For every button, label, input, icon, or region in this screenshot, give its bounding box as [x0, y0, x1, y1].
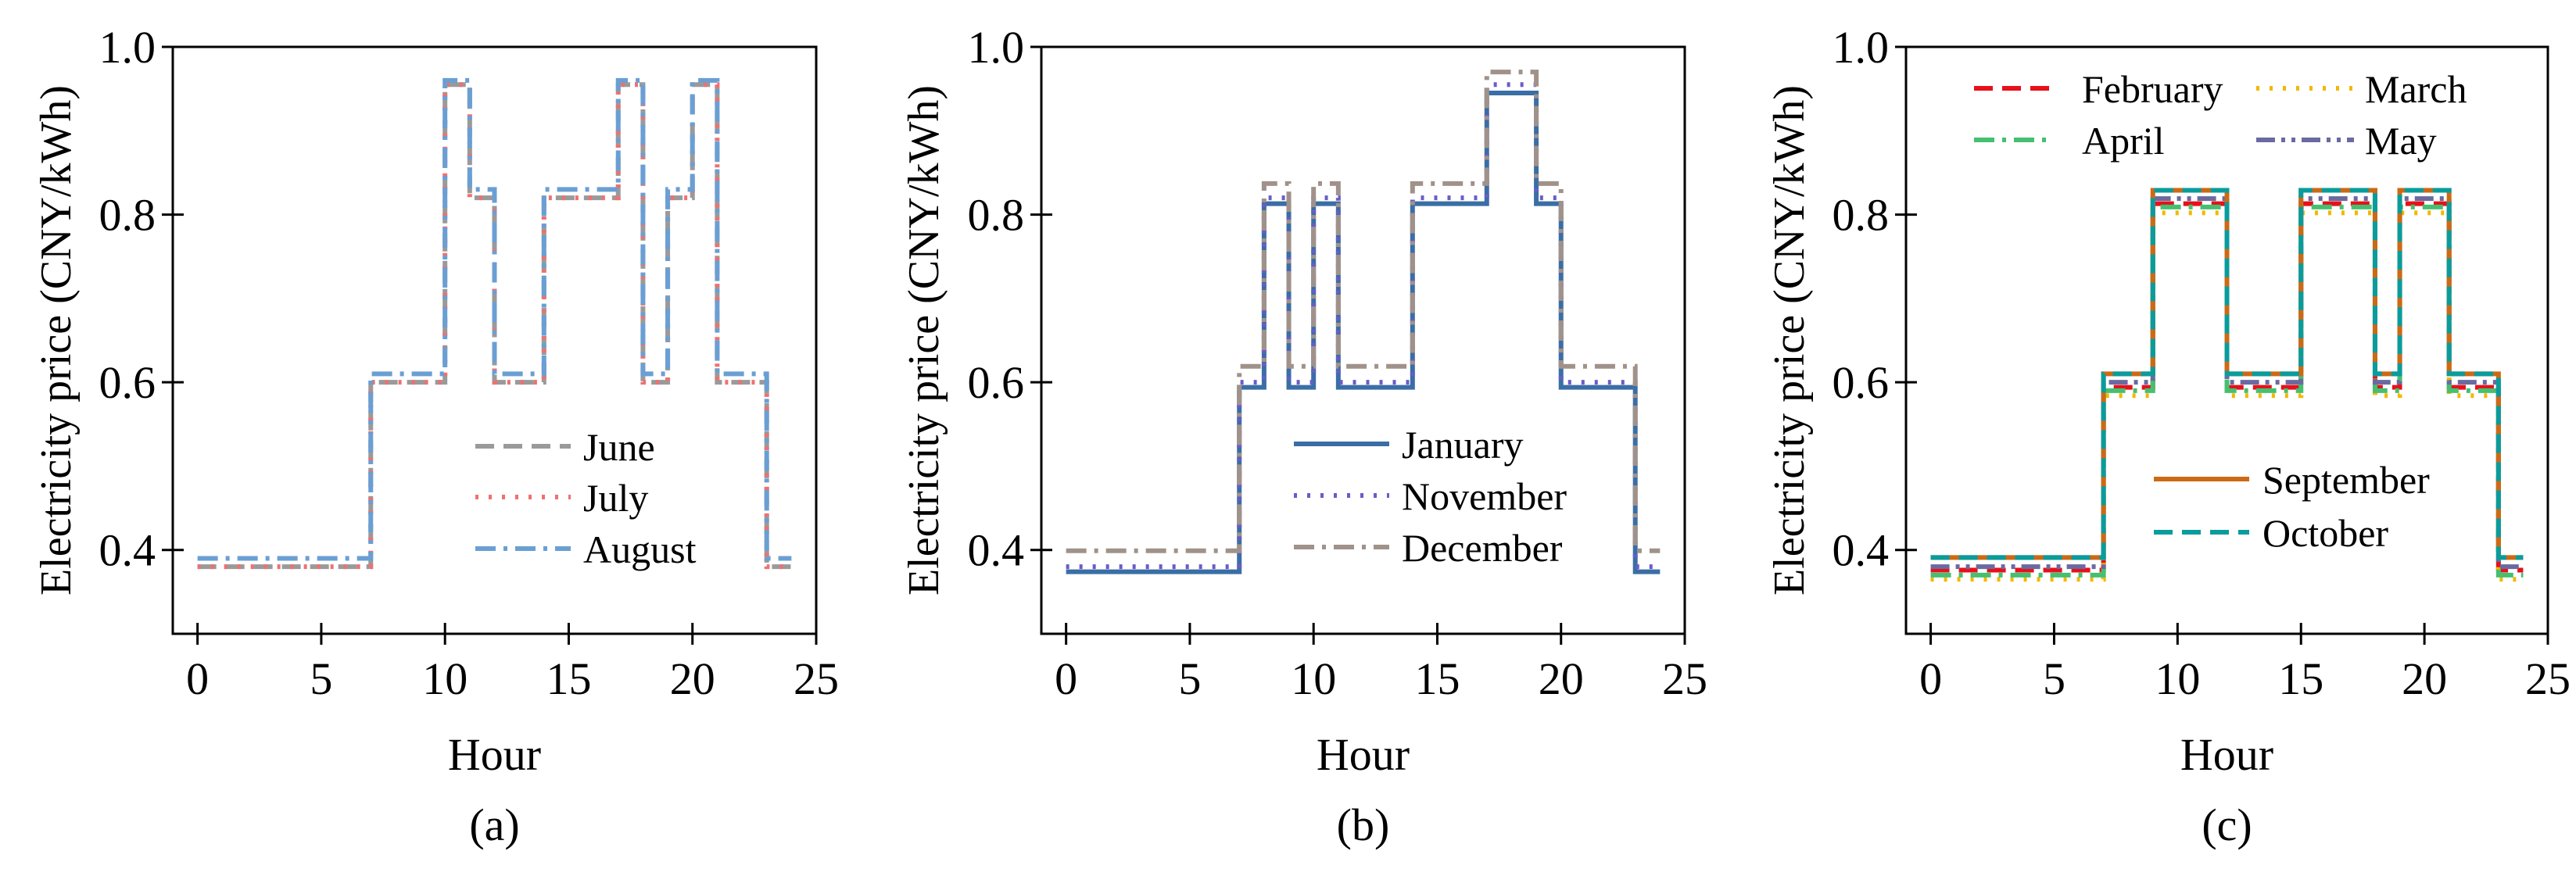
- panel-caption: (b): [1337, 799, 1390, 850]
- legend: September October: [2154, 458, 2430, 555]
- series-line-june: [197, 82, 792, 570]
- y-axis-label: Electricity price (CNY/kWh): [32, 85, 81, 596]
- x-tick-label: 20: [670, 653, 715, 704]
- legend-label-july: July: [583, 476, 648, 520]
- legend: March May: [2256, 67, 2467, 163]
- series-line-december: [1066, 70, 1661, 553]
- y-tick-label: 0.6: [1833, 357, 1890, 408]
- y-tick-label: 0.8: [1833, 190, 1890, 241]
- x-tick-label: 20: [2402, 653, 2447, 704]
- x-tick-label: 5: [1178, 653, 1201, 704]
- panel-caption: (a): [469, 799, 519, 850]
- legend-label-january: January: [1402, 423, 1524, 467]
- legend-label-august: August: [583, 528, 697, 571]
- legend: June July August: [475, 425, 697, 571]
- series-line-february: [1930, 201, 2524, 573]
- x-axis-label: Hour: [448, 729, 541, 780]
- x-tick-label: 25: [794, 653, 839, 704]
- series-line-october: [1930, 188, 2524, 560]
- chart-panel-b: 0 5 10 15 20 25 0.4 0.6 0.8 1.0 Hour Electricity pr…: [900, 22, 1707, 850]
- y-axis-label: Electricity price (CNY/kWh): [900, 85, 948, 596]
- x-tick-label: 25: [1662, 653, 1707, 704]
- legend-label-november: November: [1402, 474, 1567, 518]
- x-axis-label: Hour: [2180, 729, 2273, 780]
- y-tick-label: 0.6: [99, 357, 156, 408]
- y-tick-label: 0.4: [1833, 525, 1890, 576]
- series-line-august: [197, 77, 792, 561]
- plot-frame: [171, 45, 818, 635]
- legend-label-june: June: [583, 425, 655, 469]
- x-tick-label: 15: [546, 653, 591, 704]
- legend-label-february: February: [2082, 67, 2223, 111]
- chart-panel-c: 0 5 10 15 20 25 0.4 0.6 0.8 1.0 Hour Electricity pr…: [1765, 22, 2571, 850]
- x-tick-label: 15: [1414, 653, 1460, 704]
- legend-label-march: March: [2365, 67, 2467, 111]
- series-line-april: [1930, 204, 2524, 578]
- y-tick-label: 1.0: [968, 22, 1025, 73]
- legend-label-september: September: [2263, 458, 2430, 502]
- x-tick-label: 10: [2155, 653, 2200, 704]
- y-tick-label: 0.4: [99, 525, 156, 576]
- y-tick-label: 0.8: [968, 190, 1025, 241]
- x-tick-label: 25: [2525, 653, 2571, 704]
- plot-frame: [1040, 45, 1686, 635]
- x-tick-label: 5: [2043, 653, 2065, 704]
- x-tick-label: 20: [1539, 653, 1584, 704]
- x-tick-label: 10: [422, 653, 468, 704]
- y-tick-label: 1.0: [1833, 22, 1890, 73]
- legend: January November December: [1294, 423, 1567, 570]
- panel-caption: (c): [2202, 799, 2252, 850]
- chart-panel-a: 0 5 10 15 20 25 0.4 0.6 0.8 1.0 Hour Electricity pr…: [32, 22, 839, 850]
- x-tick-label: 5: [310, 653, 332, 704]
- x-tick-label: 15: [2278, 653, 2323, 704]
- y-tick-label: 0.8: [99, 190, 156, 241]
- legend-label-april: April: [2082, 119, 2165, 163]
- x-tick-label: 0: [186, 653, 209, 704]
- x-tick-label: 0: [1055, 653, 1077, 704]
- y-tick-label: 0.4: [968, 525, 1025, 576]
- legend-label-may: May: [2365, 119, 2437, 163]
- y-tick-label: 1.0: [99, 22, 156, 73]
- x-axis-label: Hour: [1317, 729, 1410, 780]
- y-tick-label: 0.6: [968, 357, 1025, 408]
- legend: February April: [1974, 67, 2223, 163]
- series-line-may: [1930, 196, 2524, 570]
- plot-frame: [1904, 45, 2549, 635]
- legend-label-december: December: [1402, 526, 1563, 570]
- legend-label-october: October: [2263, 511, 2388, 555]
- series-line-january: [1066, 91, 1661, 574]
- y-axis-label: Electricity price (CNY/kWh): [1765, 85, 1814, 596]
- x-tick-label: 10: [1291, 653, 1336, 704]
- x-tick-label: 0: [1919, 653, 1942, 704]
